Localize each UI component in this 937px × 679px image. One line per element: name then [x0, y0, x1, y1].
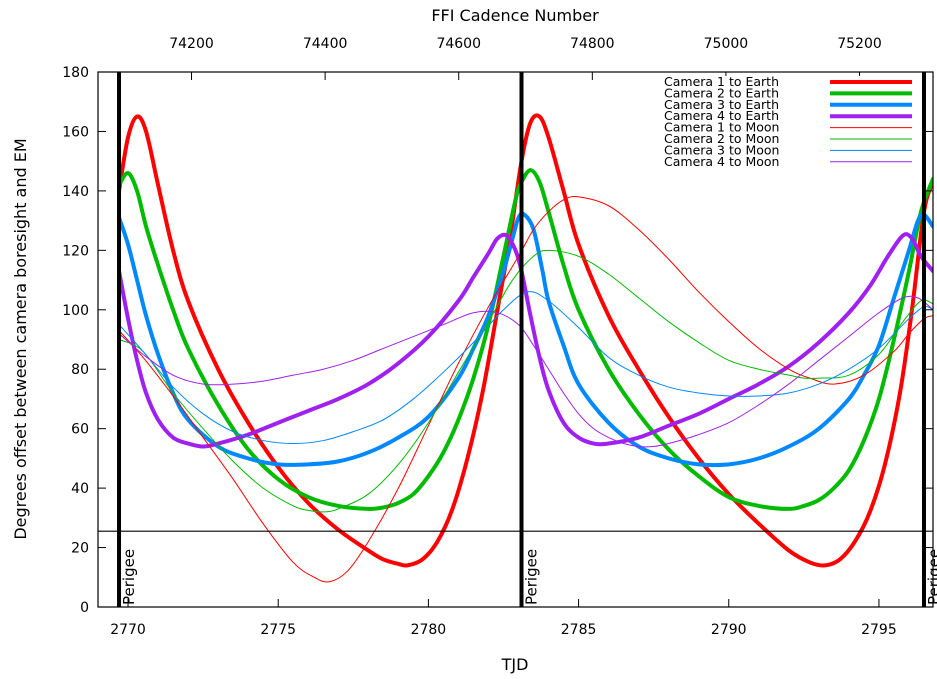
- y-tick-label-2: 20: [71, 541, 89, 557]
- y-tick-label-6: 100: [62, 303, 89, 319]
- y-tick-label-5: 80: [71, 362, 89, 378]
- series-line-2: [117, 168, 933, 511]
- legend-bg-1: [660, 76, 916, 88]
- legend-bg-5: [660, 121, 916, 133]
- legend-label-8: Camera 4 to Moon: [664, 154, 779, 169]
- y-axis-title: Degrees offset between camera boresight …: [11, 138, 30, 539]
- series-line-7: [118, 291, 933, 445]
- x2-tick-label-3: 74600: [436, 36, 481, 52]
- y-tick-label-9: 160: [62, 124, 89, 140]
- y-tick-label-4: 60: [71, 422, 89, 438]
- legend-label-3: Camera 3 to Earth: [664, 97, 779, 112]
- perigee-label-3: Perigee: [925, 549, 937, 605]
- series-line-8: [118, 295, 933, 448]
- x2-tick-label-5: 75000: [704, 36, 749, 52]
- x2-axis-title: FFI Cadence Number: [431, 6, 599, 25]
- x-tick-label-1: 2770: [110, 622, 146, 638]
- x-tick-label-5: 2790: [711, 622, 747, 638]
- y-tick-label-1: 0: [80, 600, 89, 616]
- legend-label-7: Camera 3 to Moon: [664, 142, 779, 157]
- legend-label-6: Camera 2 to Moon: [664, 131, 779, 146]
- y-tick-label-10: 180: [62, 65, 89, 81]
- legend-bg-8: [660, 155, 916, 168]
- x-tick-label-2: 2775: [260, 622, 296, 638]
- series-line-5: [118, 196, 933, 583]
- plot-frame: [97, 71, 934, 608]
- x2-tick-label-4: 74800: [570, 36, 615, 52]
- perigee-label-1: Perigee: [120, 549, 138, 605]
- perigee-label-2: Perigee: [523, 549, 541, 605]
- x2-tick-label-6: 75200: [837, 36, 882, 52]
- x-tick-label-3: 2780: [411, 622, 447, 638]
- x-axis-title: TJD: [501, 655, 529, 674]
- y-tick-label-8: 140: [62, 184, 89, 200]
- legend-bg-7: [660, 144, 916, 156]
- legend-label-5: Camera 1 to Moon: [664, 120, 779, 135]
- legend-bg-3: [660, 98, 916, 111]
- x2-tick-label-2: 74400: [303, 36, 348, 52]
- x2-tick-label-1: 74200: [169, 36, 214, 52]
- legend-bg-4: [660, 110, 916, 122]
- series-line-4: [117, 232, 933, 449]
- legend-label-2: Camera 2 to Earth: [664, 85, 779, 100]
- legend-bg-2: [660, 87, 916, 99]
- series-line-3: [117, 211, 933, 468]
- series-line-6: [118, 249, 933, 513]
- y-tick-label-3: 40: [71, 481, 89, 497]
- x-tick-label-6: 2795: [861, 622, 897, 638]
- legend-label-4: Camera 4 to Earth: [664, 108, 779, 123]
- y-tick-label-7: 120: [62, 243, 89, 259]
- x-tick-label-4: 2785: [561, 622, 597, 638]
- legend-bg-6: [660, 133, 916, 145]
- legend-label-1: Camera 1 to Earth: [664, 74, 779, 89]
